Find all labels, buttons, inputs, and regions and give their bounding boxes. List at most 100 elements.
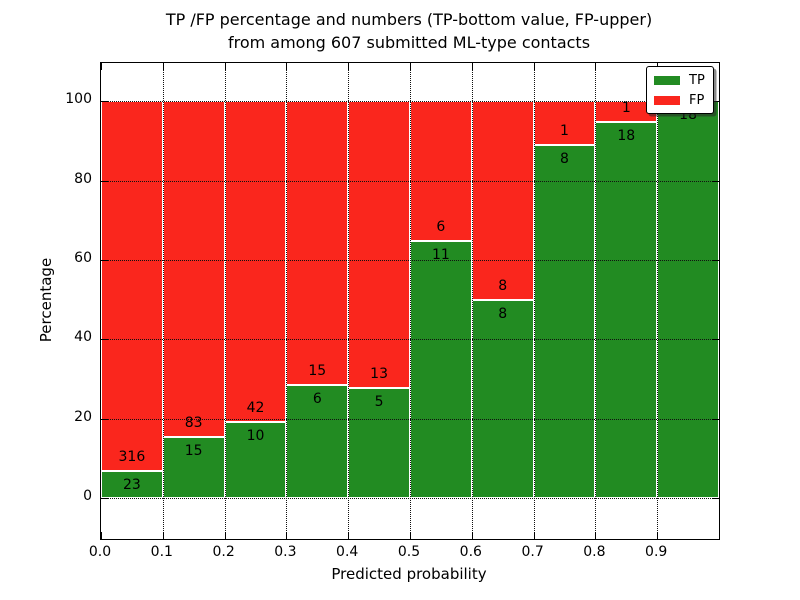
- bar-segment-fp: [162, 101, 225, 438]
- y-axis-tick: [101, 418, 108, 420]
- tp-count-label: 8: [560, 151, 569, 168]
- legend-label-fp: FP: [689, 92, 705, 108]
- gridline-vertical: [410, 63, 411, 539]
- fp-count-label: 316: [118, 449, 146, 466]
- tp-count-label: 15: [184, 443, 203, 460]
- bar-segment-tp: [410, 241, 472, 499]
- tp-count-label: 11: [431, 247, 450, 264]
- y-axis-tick-right: [712, 101, 719, 103]
- x-axis-tick: [471, 532, 473, 539]
- y-tick-label: 0: [83, 488, 92, 505]
- fp-count-label: 42: [246, 399, 265, 416]
- tp-swatch-icon: [654, 75, 680, 85]
- gridline-vertical: [657, 63, 659, 539]
- tp-count-label: 8: [498, 305, 508, 322]
- bar-segment-fp: [471, 101, 534, 300]
- x-tick-label: 0.9: [645, 544, 668, 560]
- fp-count-label: 1: [560, 123, 569, 140]
- x-axis-tick: [595, 532, 597, 539]
- legend-item-tp: TP: [654, 74, 706, 87]
- fp-count-label: 6: [436, 219, 446, 236]
- y-tick-label: 40: [74, 329, 92, 346]
- x-axis-tick-top: [101, 63, 102, 70]
- x-tick-label: 0.8: [583, 544, 606, 560]
- chart-title: TP /FP percentage and numbers (TP-bottom…: [100, 8, 718, 54]
- gridline-vertical: [348, 63, 350, 539]
- tp-count-label: 18: [617, 128, 636, 144]
- x-axis-tick: [657, 532, 659, 539]
- y-axis-tick-right: [712, 418, 719, 420]
- bar-segment-fp: [101, 101, 163, 472]
- gridline-horizontal: [101, 339, 719, 341]
- fp-swatch-icon: [654, 95, 680, 105]
- chart-title-line1: TP /FP percentage and numbers (TP-bottom…: [165, 10, 653, 29]
- legend: TP FP: [646, 66, 714, 114]
- fp-count-label: 15: [308, 362, 327, 379]
- x-tick-label: 0.4: [336, 544, 359, 560]
- bar-segment-tp: [471, 299, 534, 499]
- bar-segment-tp: [657, 101, 719, 499]
- gridline-horizontal: [101, 418, 719, 420]
- x-tick-label: 0.5: [397, 544, 421, 560]
- y-tick-label: 100: [65, 91, 92, 108]
- x-axis-tick: [224, 532, 226, 539]
- gridline-vertical: [286, 63, 288, 539]
- x-tick-label: 0.0: [88, 544, 112, 560]
- x-axis-tick-top: [348, 63, 350, 70]
- x-axis-tick: [533, 532, 535, 539]
- x-axis-tick-top: [286, 63, 288, 70]
- bar-segment-tp: [162, 437, 225, 499]
- bar-segment-tp: [101, 471, 163, 499]
- x-tick-label: 0.3: [274, 544, 297, 560]
- y-axis-tick: [101, 180, 108, 182]
- tp-count-label: 5: [374, 393, 384, 410]
- y-axis-tick: [101, 339, 108, 341]
- bar-segment-tp: [533, 145, 596, 499]
- y-tick-label: 60: [74, 249, 92, 266]
- x-axis-tick: [101, 532, 102, 539]
- x-axis-tick: [348, 532, 350, 539]
- y-axis-tick: [101, 101, 108, 103]
- gridline-vertical: [471, 63, 473, 539]
- y-tick-label: 80: [74, 170, 92, 187]
- gridline-horizontal: [101, 180, 719, 182]
- y-tick-label: 20: [74, 408, 92, 425]
- fp-count-label: 1: [621, 100, 631, 116]
- bar-segment-fp: [410, 101, 472, 242]
- legend-label-tp: TP: [689, 72, 705, 88]
- bar-segment-fp: [224, 101, 287, 422]
- tp-count-label: 23: [122, 477, 141, 494]
- x-axis-tick: [286, 532, 288, 539]
- x-tick-label: 0.7: [521, 544, 544, 560]
- chart-title-line2: from among 607 submitted ML-type contact…: [227, 33, 591, 52]
- x-axis-tick: [162, 532, 164, 539]
- fp-count-label: 8: [498, 277, 508, 294]
- bar-segment-tp: [595, 122, 658, 499]
- x-tick-label: 0.2: [212, 544, 235, 560]
- y-axis-tick-right: [712, 339, 719, 341]
- x-axis-tick-top: [224, 63, 226, 70]
- x-tick-label: 0.1: [150, 544, 173, 560]
- gridline-vertical: [224, 63, 226, 539]
- y-axis-tick-right: [712, 180, 719, 182]
- bar-segment-fp: [348, 101, 410, 388]
- y-axis-tick: [101, 498, 108, 500]
- x-axis-tick-top: [410, 63, 411, 70]
- gridline-vertical: [533, 63, 535, 539]
- plot-area: 31623831542101561356118818118018: [100, 62, 720, 540]
- gridline-horizontal: [101, 498, 719, 500]
- x-axis-tick-top: [162, 63, 164, 70]
- x-axis-tick-top: [595, 63, 597, 70]
- bar-segment-fp: [286, 101, 349, 385]
- tp-count-label: 10: [246, 427, 265, 444]
- gridline-vertical: [162, 63, 164, 539]
- x-axis-tick-top: [533, 63, 535, 70]
- y-axis-tick-right: [712, 498, 719, 500]
- bar-segment-tp: [286, 384, 349, 499]
- gridline-horizontal: [101, 101, 719, 103]
- y-axis-tick-right: [712, 259, 719, 261]
- fp-count-label: 13: [370, 365, 389, 382]
- fp-count-label: 83: [184, 415, 203, 432]
- x-axis-tick: [410, 532, 411, 539]
